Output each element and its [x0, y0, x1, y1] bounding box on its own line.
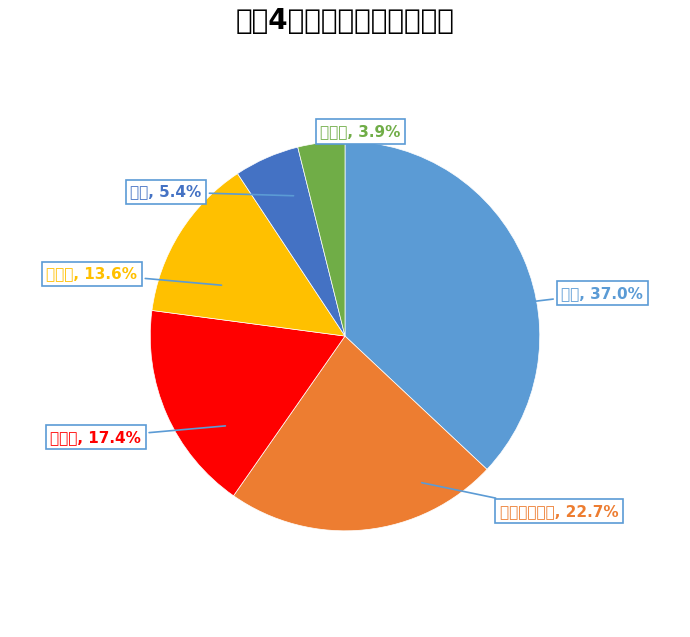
- Wedge shape: [237, 147, 345, 336]
- Text: 紙類, 37.0%: 紙類, 37.0%: [507, 286, 643, 304]
- Text: 木・草, 13.6%: 木・草, 13.6%: [46, 266, 221, 285]
- Wedge shape: [233, 336, 487, 531]
- Wedge shape: [345, 141, 540, 469]
- Wedge shape: [298, 141, 345, 336]
- Wedge shape: [152, 174, 345, 336]
- Text: 生ごみ, 17.4%: 生ごみ, 17.4%: [50, 426, 226, 445]
- Text: プラスチック, 22.7%: プラスチック, 22.7%: [422, 483, 618, 519]
- Text: 繊維, 5.4%: 繊維, 5.4%: [130, 185, 293, 199]
- Text: その他, 3.9%: その他, 3.9%: [320, 124, 401, 162]
- Title: 令和4年度　可燃ごみ組成表: 令和4年度 可燃ごみ組成表: [235, 6, 455, 34]
- Wedge shape: [150, 310, 345, 496]
